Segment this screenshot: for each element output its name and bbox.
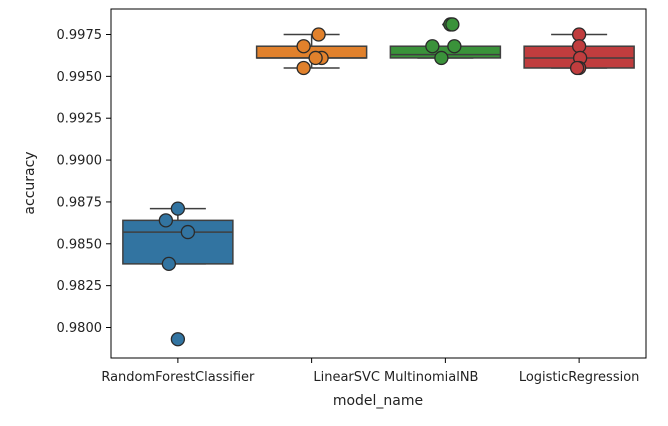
data-point	[434, 50, 449, 66]
data-point	[425, 39, 440, 54]
data-point	[170, 332, 186, 347]
data-point	[158, 213, 174, 228]
data-point	[569, 60, 585, 76]
plot-marks	[122, 17, 635, 347]
plot-frame	[110, 8, 647, 359]
data-point	[311, 27, 326, 42]
x-tick-label: LogisticRegression	[519, 370, 640, 385]
y-tick-label: 0.9875	[57, 195, 103, 210]
data-point	[296, 39, 311, 54]
data-point	[308, 50, 323, 66]
box-0	[122, 219, 234, 265]
y-axis-label: accuracy	[22, 151, 38, 214]
x-axis: RandomForestClassifier LinearSVC Multinomi…	[101, 358, 639, 385]
y-tick-label: 0.9950	[57, 70, 103, 85]
x-tick-label: MultinomialNB	[384, 370, 478, 385]
y-axis: 0.9800 0.9825 0.9850 0.9875 0.9900 0.9925 0.99…	[57, 28, 111, 336]
y-tick-label: 0.9900	[57, 154, 103, 169]
data-point	[571, 39, 587, 54]
y-tick-label: 0.9825	[57, 279, 103, 294]
data-point	[161, 256, 177, 272]
data-point	[296, 60, 311, 76]
y-tick-label: 0.9800	[57, 321, 103, 336]
x-tick-label: LinearSVC	[313, 370, 380, 385]
y-tick-label: 0.9925	[57, 112, 103, 127]
x-tick-label: RandomForestClassifier	[101, 370, 255, 385]
data-point	[170, 201, 186, 216]
y-tick-label: 0.9850	[57, 237, 103, 252]
y-tick-label: 0.9975	[57, 28, 103, 43]
data-point	[571, 27, 587, 42]
data-point	[447, 39, 462, 54]
data-point	[445, 17, 460, 32]
x-axis-label: model_name	[333, 393, 423, 409]
data-point	[180, 224, 196, 240]
